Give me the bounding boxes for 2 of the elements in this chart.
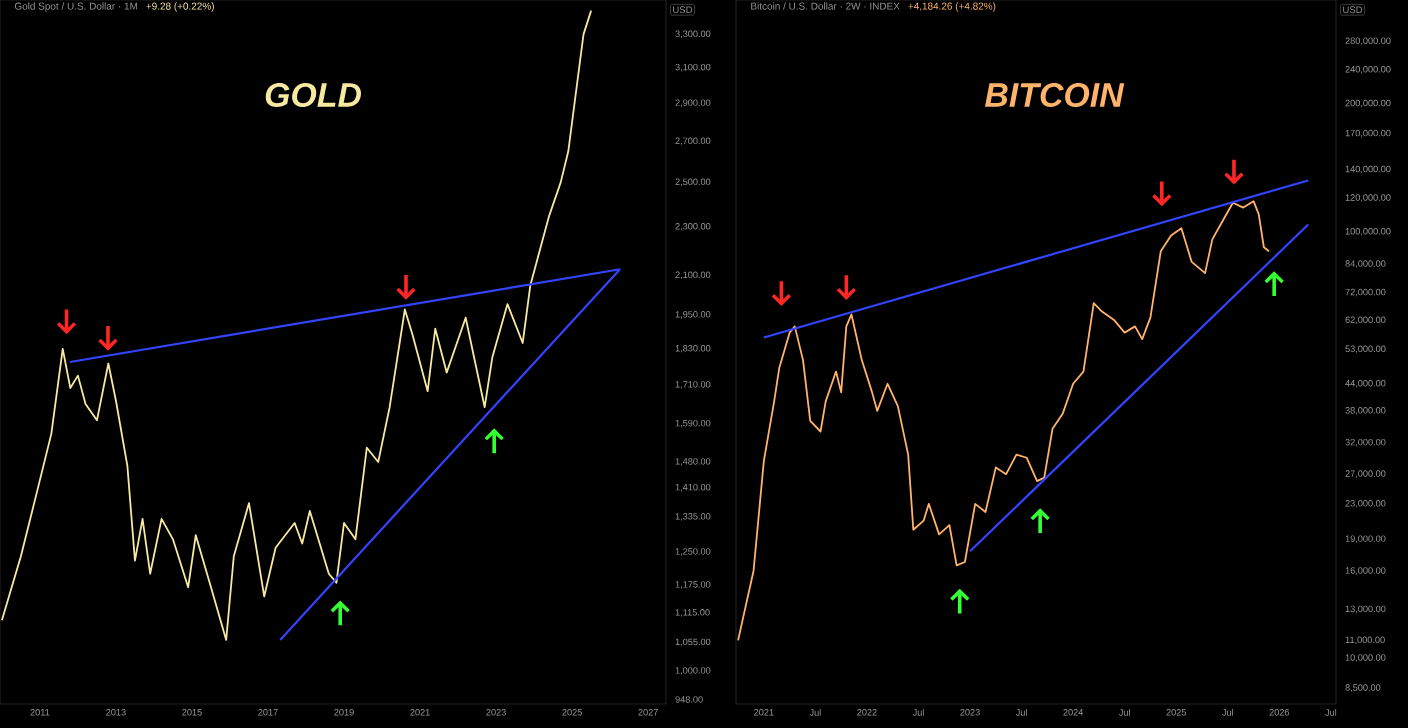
text: BITCOIN <box>984 83 1125 108</box>
text: GOLD <box>265 82 361 107</box>
